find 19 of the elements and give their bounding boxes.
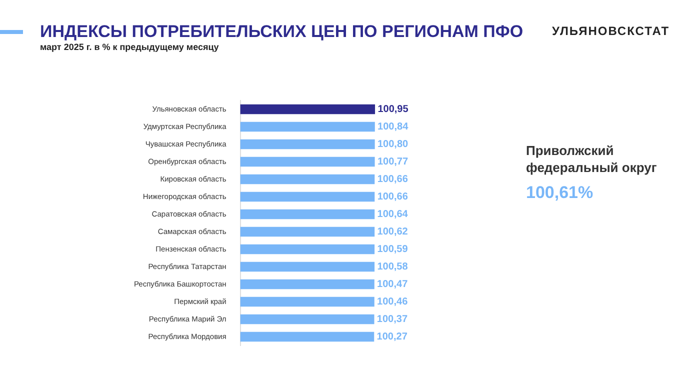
- data-label: 100,58: [377, 262, 408, 272]
- data-label: 100,84: [378, 122, 409, 132]
- data-label: 100,47: [377, 279, 408, 290]
- data-label: 100,77: [377, 156, 408, 168]
- data-label: 100,62: [377, 226, 408, 238]
- data-label: 100,66: [377, 192, 408, 202]
- data-label: 100,37: [376, 314, 408, 325]
- text: Приволжский федеральный округ: [526, 142, 658, 176]
- text: 100,61%: [526, 183, 594, 203]
- text: март 2025 г. в % к предыдущему месяцу: [40, 42, 219, 52]
- data-label: 100,80: [378, 139, 409, 150]
- text: УЛЬЯНОВСКСТАТ: [552, 24, 670, 38]
- data-label: 100,64: [377, 209, 408, 220]
- data-label: 100,59: [377, 244, 408, 255]
- chart-title: ИНДЕКСЫ ПОТРЕБИТЕЛЬСКИХ ЦЕН ПО РЕГИОНАМ ПФО: [40, 22, 524, 42]
- data-label: 100,27: [376, 332, 408, 342]
- data-label: 100,46: [377, 296, 408, 308]
- data-label: 100,95: [378, 104, 409, 115]
- data-label: 100,66: [377, 174, 408, 185]
